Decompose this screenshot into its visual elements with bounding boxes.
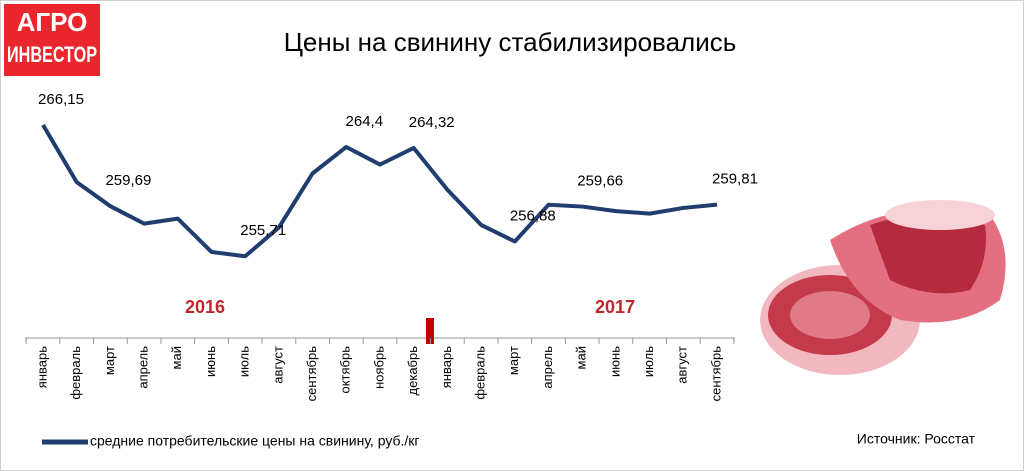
x-tick-label: сентябрь [304, 346, 319, 402]
data-label: 256,88 [510, 207, 556, 224]
x-tick-label: май [574, 346, 589, 369]
year-divider [426, 318, 434, 344]
x-tick-label: июль [641, 346, 656, 377]
line [41, 123, 718, 259]
data-label: 264,4 [346, 113, 384, 130]
x-tick-label: июнь [203, 346, 218, 377]
x-tick-label: май [169, 346, 184, 369]
x-tick-label: апрель [540, 346, 555, 389]
data-label: 259,69 [105, 172, 151, 189]
x-tick-label: ноябрь [371, 346, 386, 389]
year-label: 2017 [595, 297, 635, 317]
x-tick-label: июнь [607, 346, 622, 377]
x-tick-label: февраль [473, 346, 488, 400]
x-tick-label: август [675, 346, 690, 384]
x-tick-label: март [506, 346, 521, 375]
legend-label: средние потребительские цены на свинину,… [90, 433, 420, 449]
x-tick-label: август [270, 346, 285, 384]
x-tick-label: март [102, 346, 117, 375]
data-label: 259,66 [577, 173, 623, 190]
x-tick-label: декабрь [405, 346, 420, 396]
data-label: 259,81 [712, 171, 758, 188]
x-tick-label: апрель [136, 346, 151, 389]
source: Источник: Росстат [857, 431, 976, 447]
x-tick-label: сентябрь [708, 346, 723, 402]
x-tick-label: июль [237, 346, 252, 377]
x-tick-label: февраль [68, 346, 83, 400]
data-label: 264,32 [409, 114, 455, 131]
chart-title: Цены на свинину стабилизировались [284, 27, 737, 57]
logo-text: ИНВЕСТОР [7, 42, 97, 67]
data-label: 266,15 [38, 91, 84, 108]
x-tick-label: январь [439, 346, 454, 388]
year-label: 2016 [185, 297, 225, 317]
data-label: 255,71 [240, 222, 286, 239]
logo-box [4, 4, 100, 76]
meat-illustration [760, 200, 1006, 375]
x-tick-label: январь [34, 346, 49, 388]
logo-text: АГРО [17, 7, 88, 37]
x-tick-label: октябрь [338, 346, 353, 394]
